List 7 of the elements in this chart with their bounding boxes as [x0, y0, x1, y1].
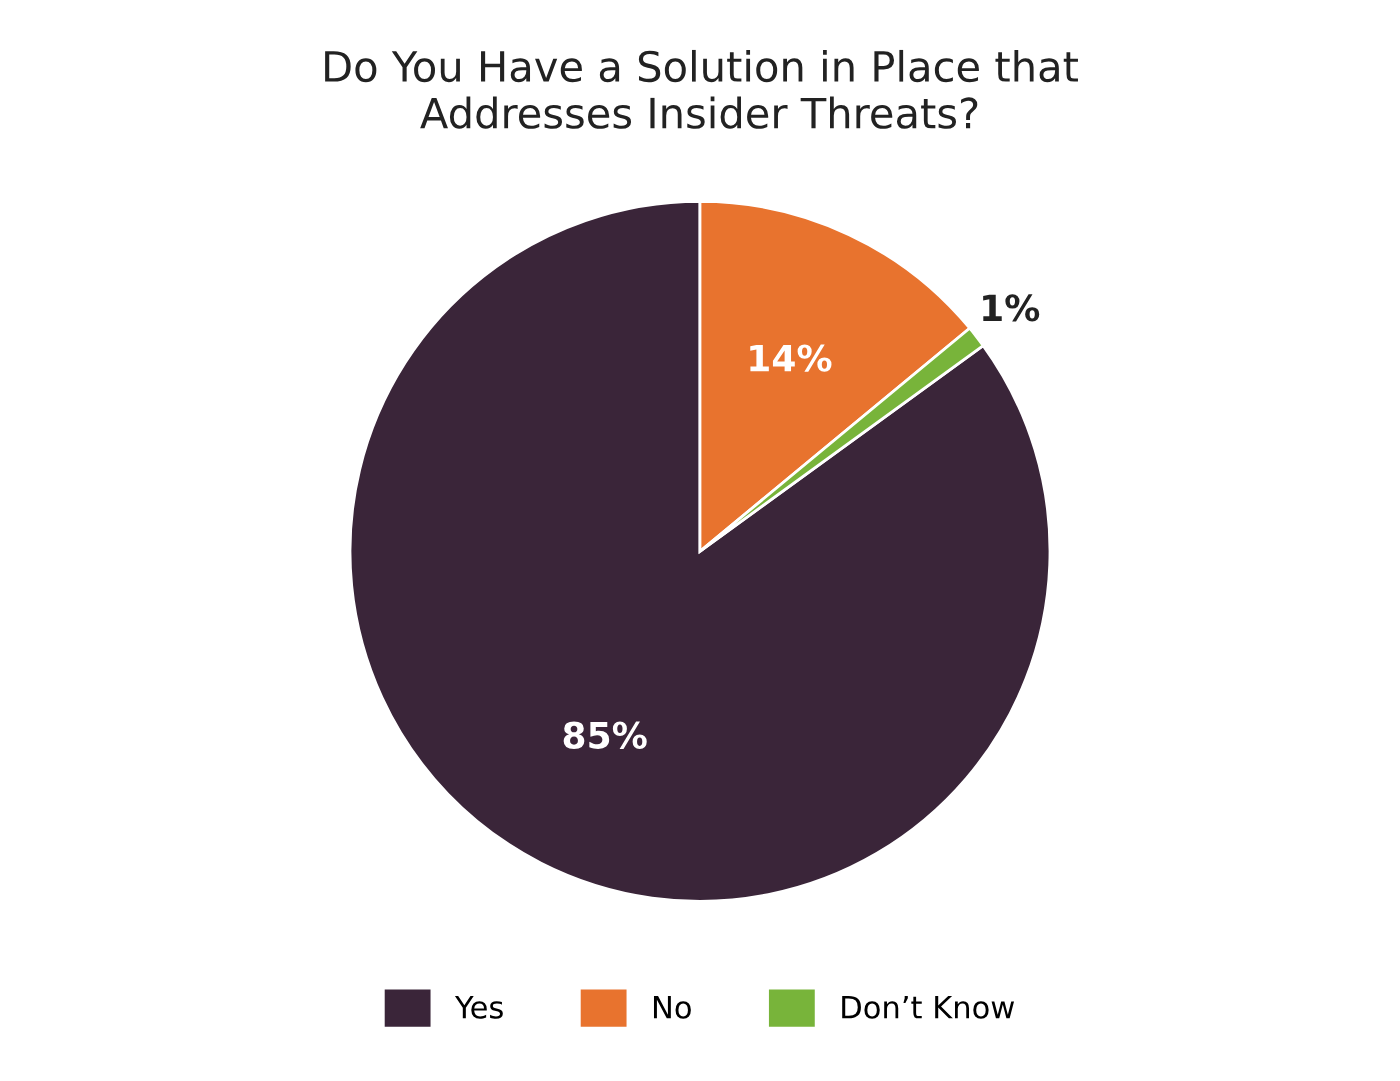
data-label: 85%	[563, 721, 647, 749]
legend-label: Don’t Know	[842, 996, 1015, 1019]
data-label: 1%	[983, 294, 1040, 322]
legend-label: Yes	[454, 996, 503, 1019]
legend-label: No	[653, 996, 691, 1019]
data-label: 14%	[750, 344, 832, 372]
chart-title: Do You Have a Solution in Place that Addresses Insider Threats?	[325, 49, 1078, 129]
